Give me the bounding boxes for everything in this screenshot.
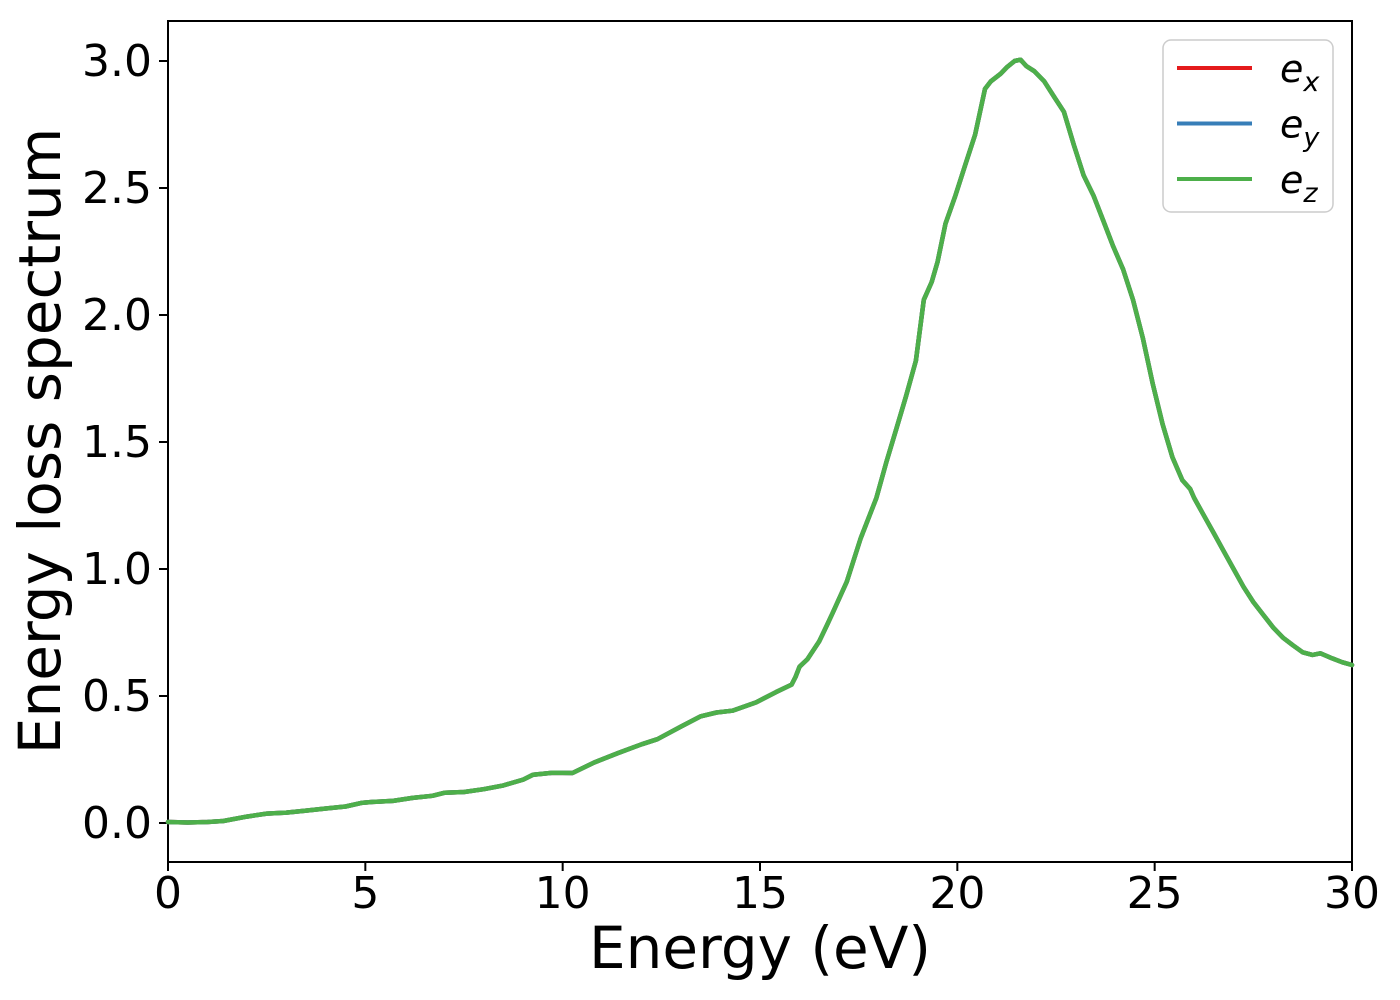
x-tick-label: 0 [154, 868, 182, 919]
legend-label-e_x: ex [1280, 47, 1320, 98]
y-tick-label: 0.5 [82, 671, 152, 722]
y-tick-label: 2.5 [82, 163, 152, 214]
x-tick-label: 25 [1127, 868, 1183, 919]
legend-label-e_z: ez [1280, 158, 1318, 209]
curves-group [165, 57, 1355, 825]
x-tick-label: 5 [351, 868, 379, 919]
y-tick-label: 0.0 [82, 798, 152, 849]
x-tick-label: 20 [929, 868, 985, 919]
x-tick-label: 30 [1324, 868, 1380, 919]
y-axis-ticks: 0.0 0.5 1.0 1.5 2.0 2.5 3.0 [82, 36, 168, 849]
x-axis-label: Energy (eV) [589, 914, 931, 982]
legend-label-e_y: ey [1280, 103, 1320, 154]
y-axis-label: Energy loss spectrum [6, 128, 74, 754]
x-tick-label: 15 [732, 868, 788, 919]
y-tick-label: 1.0 [82, 544, 152, 595]
y-tick-label: 1.5 [82, 417, 152, 468]
x-axis-ticks: 0 5 10 15 20 25 30 [154, 862, 1380, 919]
legend-box [1162, 39, 1334, 213]
y-tick-label: 2.0 [82, 290, 152, 341]
y-tick-label: 3.0 [82, 36, 152, 87]
curve-e_z [165, 57, 1355, 825]
x-tick-label: 10 [535, 868, 591, 919]
